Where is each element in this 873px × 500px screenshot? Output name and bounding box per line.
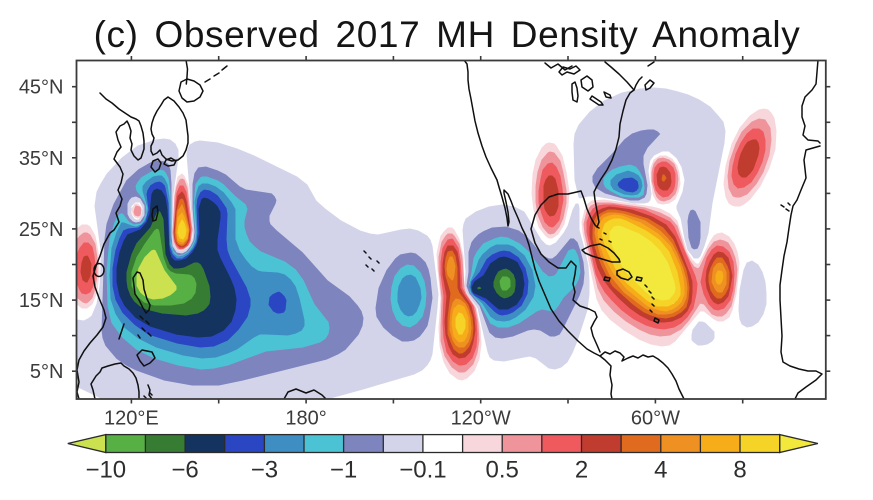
svg-text:45°N: 45°N — [19, 77, 64, 99]
svg-text:5°N: 5°N — [30, 361, 64, 383]
svg-text:2: 2 — [575, 457, 588, 484]
svg-text:−3: −3 — [251, 457, 278, 484]
svg-text:−1: −1 — [330, 457, 357, 484]
svg-text:35°N: 35°N — [19, 148, 64, 170]
svg-text:(c) Observed 2017 MH Density A: (c) Observed 2017 MH Density Anomaly — [94, 14, 801, 55]
svg-text:−10: −10 — [85, 457, 126, 484]
svg-text:4: 4 — [654, 457, 667, 484]
svg-text:8: 8 — [733, 457, 746, 484]
svg-text:120°W: 120°W — [451, 408, 511, 430]
svg-text:120°E: 120°E — [104, 408, 159, 430]
svg-text:−6: −6 — [171, 457, 198, 484]
svg-text:25°N: 25°N — [19, 219, 64, 241]
svg-text:180°: 180° — [285, 408, 326, 430]
svg-text:60°W: 60°W — [631, 408, 680, 430]
svg-text:15°N: 15°N — [19, 290, 64, 312]
svg-text:−0.1: −0.1 — [399, 457, 446, 484]
svg-text:0.5: 0.5 — [486, 457, 519, 484]
